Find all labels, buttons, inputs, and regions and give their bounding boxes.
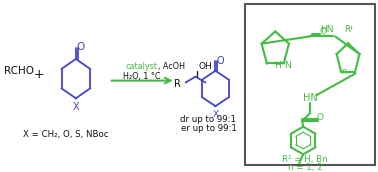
Text: OH: OH — [198, 62, 212, 71]
Text: O: O — [317, 114, 324, 122]
Text: O: O — [217, 56, 224, 66]
Text: R¹: R¹ — [344, 25, 354, 34]
Text: RCHO: RCHO — [4, 66, 34, 76]
Text: +: + — [34, 68, 44, 81]
Text: X: X — [73, 102, 79, 112]
Text: n: n — [341, 67, 347, 76]
FancyBboxPatch shape — [245, 4, 375, 165]
Text: O: O — [320, 27, 327, 36]
Text: O: O — [77, 42, 85, 52]
Text: R¹ = H, Bn: R¹ = H, Bn — [282, 155, 328, 164]
Text: HN: HN — [303, 93, 318, 103]
Text: n = 1, 2: n = 1, 2 — [288, 163, 322, 172]
Text: er up to 99:1: er up to 99:1 — [181, 124, 236, 133]
Text: X: X — [212, 110, 218, 120]
Text: H: H — [274, 61, 281, 70]
Text: X = CH₂, O, S, NBoc: X = CH₂, O, S, NBoc — [23, 130, 108, 139]
Text: catalyst: catalyst — [126, 62, 158, 71]
Text: dr up to 99:1: dr up to 99:1 — [180, 115, 237, 124]
Text: HN: HN — [321, 25, 334, 34]
Text: R: R — [174, 79, 181, 89]
Text: , AcOH: , AcOH — [158, 62, 184, 71]
Text: N: N — [284, 61, 290, 70]
Text: H₂O, 1 °C: H₂O, 1 °C — [123, 72, 160, 81]
